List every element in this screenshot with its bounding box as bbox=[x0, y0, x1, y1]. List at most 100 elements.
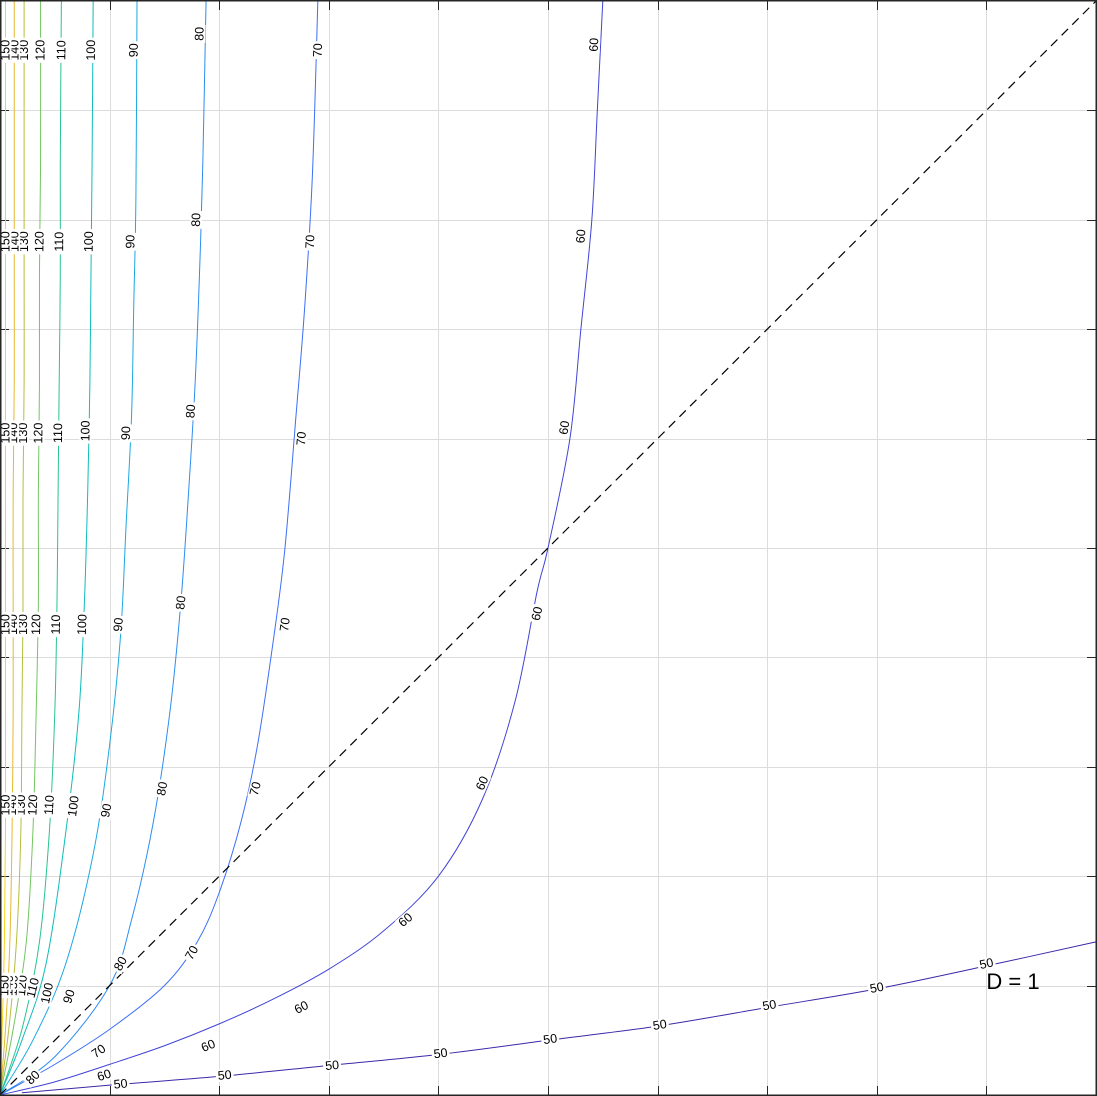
contour-label-text: 50 bbox=[542, 1031, 558, 1047]
contour-label-background bbox=[182, 942, 202, 964]
contour-label-100: 100 bbox=[78, 418, 93, 444]
contour-label-80: 80 bbox=[110, 953, 131, 975]
contour-label-110: 110 bbox=[52, 229, 66, 255]
contour-label-background bbox=[18, 37, 31, 63]
contour-label-background bbox=[119, 424, 133, 443]
contour-label-text: 100 bbox=[65, 795, 82, 818]
contour-label-110: 110 bbox=[51, 420, 65, 446]
contour-label-120: 120 bbox=[34, 37, 48, 63]
contour-label-background bbox=[51, 420, 65, 446]
contour-label-130: 130 bbox=[16, 420, 30, 446]
contour-line-110 bbox=[0, 0, 62, 1096]
contour-label-background bbox=[574, 226, 588, 246]
contour-label-background bbox=[75, 611, 89, 638]
contour-label-background bbox=[42, 792, 57, 819]
contour-label-110: 110 bbox=[42, 792, 57, 819]
contour-label-background bbox=[174, 593, 188, 613]
contour-label-background bbox=[33, 229, 46, 255]
contour-label-120: 120 bbox=[32, 229, 47, 255]
contour-label-80: 80 bbox=[154, 778, 170, 799]
contour-label-background bbox=[294, 429, 309, 448]
contour-label-50: 50 bbox=[215, 1068, 235, 1083]
contour-label-background bbox=[30, 611, 43, 638]
contour-label-background bbox=[65, 792, 82, 820]
contour-label-background bbox=[32, 420, 45, 446]
contour-label-60: 60 bbox=[529, 603, 545, 624]
annotation-text: D = 1 bbox=[986, 969, 1039, 994]
contour-label-background bbox=[111, 1077, 130, 1091]
contour-label-60: 60 bbox=[290, 998, 313, 1017]
contour-label-150: 150 bbox=[0, 37, 12, 63]
contour-label-120: 120 bbox=[29, 611, 43, 638]
contour-label-background bbox=[193, 24, 206, 43]
contour-label-background bbox=[79, 418, 92, 444]
contour-label-background bbox=[0, 420, 12, 446]
contour-label-text: 100 bbox=[84, 40, 98, 61]
contour-label-text: 90 bbox=[111, 617, 126, 632]
contour-label-text: 150 bbox=[0, 231, 12, 252]
contour-label-text: 50 bbox=[978, 955, 995, 972]
contour-label-text: 120 bbox=[32, 231, 46, 252]
contour-label-background bbox=[87, 1041, 110, 1062]
contour-label-background bbox=[82, 229, 95, 255]
contour-label-text: 50 bbox=[869, 980, 885, 996]
contour-label-110: 110 bbox=[49, 611, 63, 638]
contour-label-text: 80 bbox=[173, 595, 188, 610]
contour-label-background bbox=[587, 35, 601, 54]
contour-label-background bbox=[540, 1032, 560, 1047]
contour-label-120: 120 bbox=[31, 420, 45, 446]
contour-label-background bbox=[60, 986, 78, 1007]
contour-label-text: 130 bbox=[16, 614, 30, 635]
contour-label-background bbox=[16, 420, 30, 446]
contour-label-text: 80 bbox=[183, 404, 198, 419]
contour-label-150: 150 bbox=[0, 420, 12, 446]
contour-label-text: 60 bbox=[473, 774, 491, 792]
contour-label-60: 60 bbox=[197, 1037, 219, 1055]
contour-label-background bbox=[976, 955, 997, 972]
contour-label-background bbox=[189, 210, 203, 229]
contour-label-80: 80 bbox=[192, 24, 207, 43]
contour-label-text: 120 bbox=[29, 614, 43, 635]
contour-label-90: 90 bbox=[98, 800, 115, 821]
contour-label-text: 60 bbox=[556, 420, 572, 436]
contour-label-text: 70 bbox=[311, 43, 325, 57]
contour-label-70: 70 bbox=[311, 41, 325, 60]
contour-label-background bbox=[866, 980, 887, 996]
contour-label-50: 50 bbox=[111, 1076, 130, 1092]
contour-label-70: 70 bbox=[303, 232, 317, 251]
contour-label-text: 50 bbox=[652, 1017, 668, 1033]
contour-label-70: 70 bbox=[87, 1041, 110, 1062]
contour-label-100: 100 bbox=[38, 979, 56, 1007]
contour-label-text: 110 bbox=[49, 614, 63, 634]
contour-label-50: 50 bbox=[759, 997, 780, 1013]
contour-label-text: 150 bbox=[0, 40, 12, 61]
contour-label-90: 90 bbox=[60, 986, 78, 1007]
contour-label-text: 90 bbox=[60, 988, 78, 1006]
contour-label-background bbox=[557, 417, 572, 438]
contour-label-110: 110 bbox=[54, 37, 68, 63]
contour-label-70: 70 bbox=[247, 778, 264, 799]
contour-label-70: 70 bbox=[277, 614, 293, 635]
contour-label-text: 90 bbox=[127, 43, 141, 57]
contour-label-text: 110 bbox=[51, 423, 65, 443]
contour-label-text: 150 bbox=[0, 795, 13, 816]
contour-label-100: 100 bbox=[75, 611, 90, 638]
contour-label-150: 150 bbox=[0, 972, 12, 999]
contour-label-text: 80 bbox=[189, 213, 203, 227]
contour-label-text: 70 bbox=[294, 431, 309, 446]
contour-label-100: 100 bbox=[82, 229, 96, 255]
contour-label-90: 90 bbox=[123, 232, 137, 251]
contour-label-50: 50 bbox=[976, 955, 997, 972]
contour-label-80: 80 bbox=[22, 1066, 44, 1089]
contour-label-60: 60 bbox=[473, 772, 491, 794]
contour-label-background bbox=[34, 37, 47, 63]
contour-label-130: 130 bbox=[17, 37, 31, 63]
contour-line-70 bbox=[0, 0, 319, 1096]
contour-line-120 bbox=[0, 0, 42, 1096]
contour-line-100 bbox=[0, 0, 94, 1096]
contour-label-text: 90 bbox=[123, 235, 137, 249]
contour-label-text: 120 bbox=[34, 40, 48, 61]
contour-label-text: 70 bbox=[247, 780, 264, 797]
contour-label-background bbox=[0, 37, 12, 63]
